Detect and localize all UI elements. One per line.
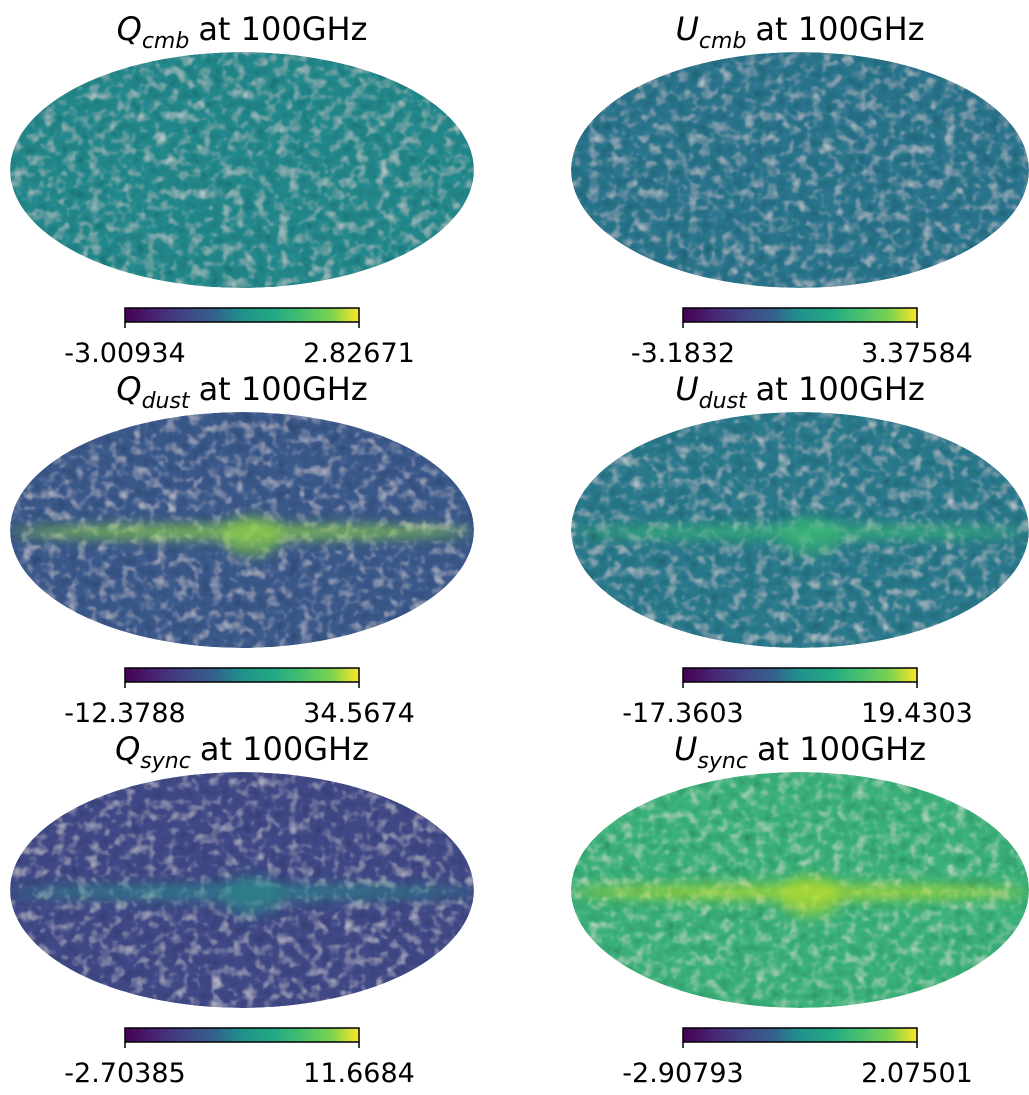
title-symbol: U bbox=[674, 730, 697, 768]
title-suffix: at 100GHz bbox=[756, 370, 925, 408]
title-suffix: at 100GHz bbox=[757, 730, 926, 768]
colorbar bbox=[682, 667, 918, 683]
title-suffix: at 100GHz bbox=[755, 10, 924, 48]
panel-title: Qsync at 100GHz bbox=[115, 730, 369, 774]
title-symbol: Q bbox=[117, 10, 142, 48]
map-panel: Ucmb at 100GHz -3.1832 3.37584 bbox=[571, 10, 1029, 369]
colorbar-tick-label: 34.5674 bbox=[303, 698, 415, 729]
map-body bbox=[10, 412, 474, 648]
panel-title: Ucmb at 100GHz bbox=[676, 10, 925, 54]
galactic-center bbox=[780, 516, 840, 556]
panel-title: Qcmb at 100GHz bbox=[117, 10, 368, 54]
colorbar bbox=[124, 307, 360, 323]
title-subscript: cmb bbox=[142, 29, 190, 54]
colorbar-tick-label: 11.6684 bbox=[303, 1058, 415, 1089]
galactic-center bbox=[780, 876, 840, 916]
colorbar bbox=[682, 1027, 918, 1043]
map-panel: Udust at 100GHz -17.3603 19.4303 bbox=[571, 370, 1029, 729]
colorbar-tick-label: 2.07501 bbox=[861, 1058, 973, 1089]
panel-title: Qdust at 100GHz bbox=[116, 370, 367, 414]
title-subscript: sync bbox=[697, 749, 748, 774]
title-suffix: at 100GHz bbox=[200, 730, 369, 768]
colorbar-tick-label: -3.1832 bbox=[631, 338, 735, 369]
galactic-center bbox=[222, 516, 282, 556]
title-subscript: sync bbox=[140, 749, 191, 774]
map-body bbox=[571, 772, 1029, 1008]
panel-title: Usync at 100GHz bbox=[674, 730, 926, 774]
title-suffix: at 100GHz bbox=[198, 10, 367, 48]
colorbar-tick-label: 2.82671 bbox=[303, 338, 415, 369]
galactic-center bbox=[222, 876, 282, 916]
map-panel: Qsync at 100GHz -2.70385 11.6684 bbox=[10, 730, 474, 1089]
colorbar-tick-label: -2.70385 bbox=[64, 1058, 185, 1089]
map-panel: Usync at 100GHz -2.90793 2.07501 bbox=[571, 730, 1029, 1089]
title-symbol: U bbox=[675, 370, 698, 408]
map-body bbox=[10, 772, 474, 1008]
colorbar bbox=[124, 1027, 360, 1043]
title-symbol: Q bbox=[115, 730, 140, 768]
title-subscript: cmb bbox=[699, 29, 747, 54]
sky-map bbox=[10, 52, 474, 288]
map-panel: Qcmb at 100GHz -3.00934 2.82671 bbox=[10, 10, 474, 369]
title-symbol: U bbox=[676, 10, 699, 48]
colorbar-tick-label: -12.3788 bbox=[64, 698, 185, 729]
colorbar-tick-label: 19.4303 bbox=[861, 698, 973, 729]
sky-map bbox=[571, 52, 1029, 288]
title-suffix: at 100GHz bbox=[199, 370, 368, 408]
title-subscript: dust bbox=[699, 389, 748, 414]
colorbar-tick-label: 3.37584 bbox=[861, 338, 973, 369]
map-body bbox=[10, 52, 474, 288]
title-symbol: Q bbox=[116, 370, 141, 408]
map-panel: Qdust at 100GHz -12.3788 34.5674 bbox=[10, 370, 474, 729]
colorbar-tick-label: -2.90793 bbox=[622, 1058, 743, 1089]
map-body bbox=[571, 52, 1029, 288]
colorbar-tick-label: -3.00934 bbox=[64, 338, 185, 369]
colorbar bbox=[682, 307, 918, 323]
map-body bbox=[571, 412, 1029, 648]
title-subscript: dust bbox=[142, 389, 191, 414]
colorbar bbox=[124, 667, 360, 683]
panel-title: Udust at 100GHz bbox=[675, 370, 924, 414]
colorbar-tick-label: -17.3603 bbox=[622, 698, 743, 729]
